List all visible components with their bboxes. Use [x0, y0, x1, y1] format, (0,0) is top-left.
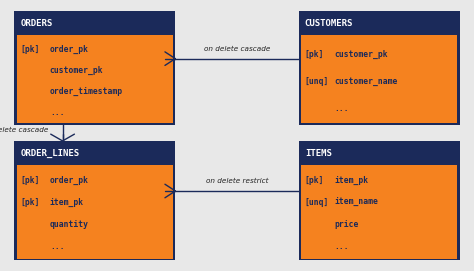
Text: [pk]: [pk]	[20, 45, 40, 54]
Bar	[14, 141, 175, 260]
Text: [pk]: [pk]	[20, 198, 40, 207]
Text: order_timestamp: order_timestamp	[50, 87, 123, 96]
Text: [pk]: [pk]	[305, 50, 324, 59]
Text: ORDERS: ORDERS	[20, 18, 53, 28]
Text: quantity: quantity	[50, 220, 89, 229]
Text: customer_pk: customer_pk	[334, 50, 388, 59]
Text: [pk]: [pk]	[20, 176, 40, 185]
Text: customer_pk: customer_pk	[50, 66, 103, 75]
Text: CUSTOMERS: CUSTOMERS	[305, 18, 353, 28]
Text: item_pk: item_pk	[50, 198, 84, 207]
Bar	[299, 11, 460, 125]
Text: order_pk: order_pk	[50, 176, 89, 185]
Bar	[14, 11, 175, 125]
Bar	[299, 141, 460, 260]
Text: ...: ...	[50, 108, 64, 117]
Text: [pk]: [pk]	[305, 176, 324, 185]
Text: ...: ...	[334, 104, 349, 113]
Text: customer_name: customer_name	[334, 77, 398, 86]
Text: ORDER_LINES: ORDER_LINES	[20, 149, 80, 158]
Text: on delete cascade: on delete cascade	[204, 46, 270, 52]
Text: ITEMS: ITEMS	[305, 149, 332, 158]
Text: item_name: item_name	[334, 198, 378, 207]
Bar	[17, 35, 173, 123]
Bar	[17, 165, 173, 259]
Bar	[301, 165, 457, 259]
Text: ...: ...	[50, 243, 64, 251]
Text: price: price	[334, 220, 358, 229]
Text: on delete cascade: on delete cascade	[0, 127, 48, 133]
Text: [unq]: [unq]	[305, 77, 329, 86]
Bar	[301, 35, 457, 123]
Text: [unq]: [unq]	[305, 198, 329, 207]
Text: item_pk: item_pk	[334, 176, 368, 185]
Text: order_pk: order_pk	[50, 45, 89, 54]
Text: ...: ...	[334, 243, 349, 251]
Text: on delete restrict: on delete restrict	[206, 178, 268, 184]
